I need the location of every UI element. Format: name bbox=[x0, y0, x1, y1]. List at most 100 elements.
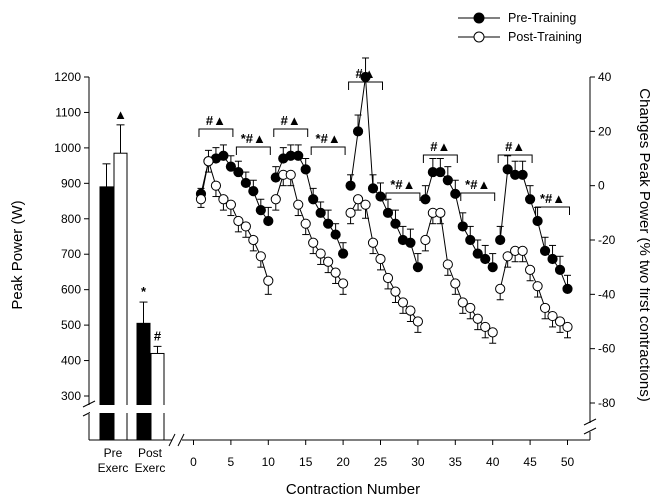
pre-training-point bbox=[465, 234, 476, 246]
left-y-tick-label: 1000 bbox=[54, 141, 81, 155]
pre-training-point bbox=[218, 150, 229, 161]
x-tick-label: 10 bbox=[262, 455, 276, 469]
pre-training-point bbox=[525, 194, 536, 205]
post-training-point bbox=[195, 194, 207, 205]
post-training-point bbox=[442, 259, 453, 270]
post-training-point bbox=[502, 251, 513, 262]
legend-label-post: Post-Training bbox=[508, 30, 582, 44]
post-training-point bbox=[517, 245, 528, 256]
post-training-point bbox=[465, 302, 476, 314]
significance-brackets: #▲ *#▲ #▲ *#▲ #▲ *#▲ #▲ *#▲ #▲ *#▲ bbox=[198, 66, 570, 215]
x-tick-label: 45 bbox=[523, 455, 537, 469]
series-line bbox=[200, 161, 269, 281]
left-y-tick-label: 1100 bbox=[55, 105, 81, 119]
post-training-point bbox=[233, 215, 244, 227]
significance-label: #▲ bbox=[505, 139, 525, 154]
significance-bracket bbox=[385, 192, 421, 201]
left-y-tick-label: 800 bbox=[61, 212, 81, 226]
left-y-axis: 300 400 500 600 700 800 900 1000 1100 1200 bbox=[54, 70, 96, 440]
pre-training-point bbox=[405, 237, 416, 248]
post-training-point bbox=[300, 218, 311, 229]
significance-bracket bbox=[310, 146, 346, 155]
right-axis-break-mark bbox=[583, 427, 597, 435]
post-training-point bbox=[285, 169, 296, 180]
pre-training-point bbox=[412, 262, 423, 273]
post-training-point bbox=[375, 253, 386, 265]
pre-training-point bbox=[293, 150, 304, 161]
post-training-point bbox=[270, 194, 281, 205]
x-axis-break-mark bbox=[168, 433, 176, 447]
x-tick-label: 20 bbox=[336, 455, 350, 469]
significance-label: #▲ bbox=[430, 139, 450, 154]
bar-category-label: Post bbox=[138, 446, 163, 460]
left-y-tick-label: 900 bbox=[61, 176, 81, 190]
significance-bracket bbox=[348, 81, 383, 90]
legend-label-pre: Pre-Training bbox=[508, 11, 576, 25]
pre-training-point bbox=[495, 234, 506, 246]
post-training-point bbox=[472, 313, 483, 324]
x-tick-label: 35 bbox=[449, 455, 463, 469]
left-y-axis-title: Peak Power (W) bbox=[9, 200, 26, 309]
right-y-axis-title: Changes Peak Power (% two first contract… bbox=[636, 88, 650, 401]
bar-axis-break-band bbox=[90, 405, 172, 413]
post-training-point bbox=[323, 256, 334, 267]
bar-category-label: Pre bbox=[104, 446, 123, 460]
pre-training-point bbox=[562, 283, 573, 294]
post-training-point bbox=[240, 221, 251, 232]
post-training-point bbox=[450, 278, 461, 289]
post-training-point bbox=[397, 297, 409, 308]
post-training-point bbox=[562, 321, 573, 333]
right-y-tick-label: 20 bbox=[598, 124, 612, 138]
right-axis-break-mark bbox=[583, 418, 597, 426]
x-axis-title: Contraction Number bbox=[286, 481, 420, 498]
post-training-point bbox=[390, 286, 401, 297]
pre-training-point bbox=[420, 194, 431, 205]
post-training-point bbox=[532, 281, 543, 292]
pre-training-point bbox=[263, 215, 274, 227]
significance-bracket bbox=[198, 128, 234, 137]
significance-bracket bbox=[235, 146, 271, 155]
significance-label: #▲ bbox=[355, 66, 375, 81]
post-training-point bbox=[210, 180, 222, 191]
x-axis: 0 5 10 15 20 25 30 35 40 45 50 bbox=[89, 433, 590, 469]
pre-training-point bbox=[308, 194, 319, 205]
pre-training-point bbox=[517, 169, 528, 180]
pre-training-point bbox=[457, 221, 468, 232]
post-training-point bbox=[293, 199, 304, 210]
pre-training-point bbox=[233, 166, 244, 178]
legend: Pre-Training Post-Training bbox=[458, 11, 582, 44]
x-tick-label: 5 bbox=[228, 455, 235, 469]
post-training-point bbox=[554, 316, 566, 327]
bar-chart: ▲ * # bbox=[90, 107, 172, 441]
significance-bracket bbox=[273, 128, 309, 137]
pre-training-point bbox=[300, 164, 311, 175]
post-training-point bbox=[338, 278, 349, 289]
left-y-tick-label: 500 bbox=[61, 318, 81, 332]
right-y-tick-label: -60 bbox=[598, 342, 616, 356]
pre-training-point bbox=[547, 253, 558, 265]
post-training-point bbox=[539, 302, 551, 314]
pre-training-point bbox=[345, 180, 356, 191]
post-training-point bbox=[405, 305, 416, 316]
bar bbox=[99, 186, 114, 441]
post-training-point bbox=[330, 267, 341, 278]
post-training-point bbox=[203, 156, 214, 167]
pre-training-point bbox=[480, 253, 491, 265]
pre-training-point bbox=[382, 207, 394, 218]
pre-training-point bbox=[442, 175, 453, 186]
post-training-point bbox=[308, 237, 319, 248]
series-line bbox=[424, 212, 493, 333]
pre-training-point bbox=[435, 166, 446, 178]
post-training-point bbox=[315, 248, 326, 259]
significance-label: #▲ bbox=[206, 113, 226, 128]
pre-training-point bbox=[390, 218, 401, 229]
post-training-point bbox=[525, 264, 536, 275]
significance-label: *#▲ bbox=[316, 131, 341, 146]
pre-training-point bbox=[375, 191, 386, 202]
pre-training-point bbox=[225, 161, 236, 172]
bar-category-label: Exerc bbox=[135, 461, 166, 475]
post-training-point bbox=[352, 194, 364, 205]
right-y-tick-label: -20 bbox=[598, 233, 616, 247]
